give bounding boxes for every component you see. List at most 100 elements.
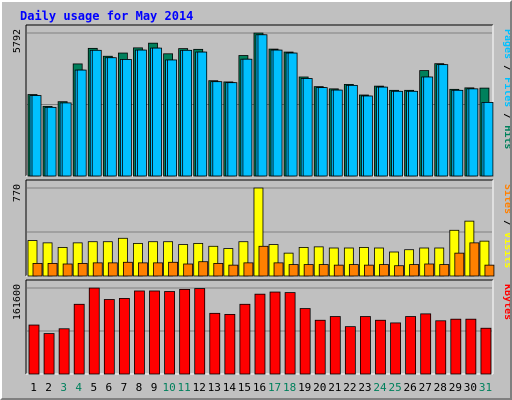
- sites-bar-26: [409, 264, 420, 277]
- kbytes-bar-3: [58, 328, 70, 375]
- day-label-4: 4: [75, 381, 82, 394]
- sites-bar-16: [258, 245, 269, 277]
- day-label-6: 6: [106, 381, 113, 394]
- sites-bar-29: [454, 252, 465, 277]
- sites-bar-25: [394, 265, 404, 277]
- pages-bar-5: [91, 49, 102, 177]
- day-label-28: 28: [434, 381, 447, 394]
- sites-bar-24: [379, 264, 389, 277]
- pages-bar-20: [317, 87, 328, 177]
- kbytes-bar-7: [118, 298, 130, 375]
- day-label-23: 23: [358, 381, 371, 394]
- visits-bar-19: [298, 247, 309, 277]
- sites-bar-28: [439, 264, 450, 277]
- visits-bar-13: [208, 245, 219, 277]
- pages-bar-25: [393, 90, 403, 177]
- visits-bar-5: [87, 241, 98, 277]
- visits-bar-23: [359, 247, 369, 277]
- kbytes-bar-12: [194, 288, 206, 375]
- chart-title: Daily usage for May 2014: [20, 9, 194, 23]
- day-label-13: 13: [208, 381, 221, 394]
- kbytes-bar-13: [209, 312, 221, 375]
- sites-bar-5: [92, 262, 103, 277]
- day-label-7: 7: [121, 381, 128, 394]
- visits-bar-2: [42, 242, 53, 277]
- visitors-ymax-label: 770: [12, 184, 23, 202]
- visits-bar-9: [148, 241, 158, 277]
- kbytes-bar-20: [314, 319, 326, 375]
- day-label-20: 20: [313, 381, 326, 394]
- pages-bar-8: [137, 49, 147, 177]
- day-label-5: 5: [90, 381, 97, 394]
- day-label-18: 18: [283, 381, 296, 394]
- day-label-16: 16: [253, 381, 266, 394]
- kbytes-bar-25: [390, 322, 401, 375]
- pages-bar-18: [287, 52, 298, 177]
- pages-bar-15: [242, 58, 253, 177]
- sites-bar-30: [469, 242, 480, 277]
- visits-bar-14: [223, 248, 234, 277]
- kbytes-bar-31: [480, 327, 492, 375]
- sites-bar-19: [303, 264, 314, 277]
- visits-bar-6: [102, 241, 113, 277]
- visits-bar-22: [343, 247, 354, 277]
- kbytes-bar-17: [269, 291, 281, 375]
- pages-bar-7: [121, 59, 132, 177]
- day-label-22: 22: [343, 381, 356, 394]
- visits-bar-12: [193, 243, 204, 277]
- visits-bar-21: [328, 247, 339, 277]
- visits-bar-1: [27, 240, 38, 277]
- pages-bar-29: [453, 89, 464, 177]
- pages-bar-22: [347, 84, 358, 177]
- kbytes-bar-30: [465, 318, 477, 375]
- pages-bar-14: [227, 82, 238, 177]
- day-label-12: 12: [193, 381, 206, 394]
- pages-bar-9: [152, 47, 162, 177]
- day-label-9: 9: [151, 381, 158, 394]
- pages-bar-11: [182, 49, 193, 177]
- visits-bar-8: [133, 243, 143, 277]
- sites-bar-11: [183, 263, 194, 277]
- sites-bar-31: [484, 264, 495, 277]
- visits-bar-25: [389, 251, 399, 277]
- day-label-26: 26: [404, 381, 417, 394]
- visits-bar-24: [374, 247, 384, 277]
- sites-bar-17: [273, 262, 284, 277]
- kbytes-bar-11: [179, 288, 191, 375]
- kbytes-bar-14: [224, 313, 236, 375]
- sites-bar-27: [424, 263, 435, 277]
- day-label-2: 2: [45, 381, 52, 394]
- kbytes-bar-1: [28, 324, 40, 375]
- day-label-8: 8: [136, 381, 143, 394]
- kbytes-bar-29: [450, 318, 462, 375]
- sites-bar-23: [364, 264, 374, 277]
- visitors-legend-part-2: Visits: [502, 232, 510, 268]
- kbytes-ymax-label: 161600: [12, 284, 23, 320]
- day-label-31: 31: [479, 381, 492, 394]
- pages-bar-31: [483, 102, 494, 177]
- kbytes-bar-15: [239, 303, 251, 375]
- sites-bar-6: [107, 262, 118, 277]
- day-label-10: 10: [162, 381, 175, 394]
- visits-bar-27: [419, 247, 430, 277]
- usage-legend-part-0: Pages: [502, 29, 510, 59]
- visits-bar-4: [72, 242, 83, 277]
- pages-bar-3: [61, 102, 72, 177]
- pages-bar-1: [31, 95, 42, 177]
- kbytes-bar-28: [435, 320, 447, 375]
- day-label-25: 25: [388, 381, 401, 394]
- sites-bar-22: [348, 264, 359, 277]
- sites-bar-1: [32, 263, 43, 277]
- pages-bar-10: [167, 59, 177, 177]
- visits-bar-3: [57, 247, 68, 277]
- usage-legend-part-1: /: [502, 59, 510, 77]
- sites-bar-9: [153, 262, 163, 277]
- sites-bar-3: [62, 263, 73, 277]
- sites-bar-20: [318, 264, 329, 277]
- pages-bar-30: [468, 88, 479, 177]
- kbytes-bar-18: [284, 292, 296, 375]
- sites-bar-14: [228, 264, 239, 277]
- day-label-11: 11: [178, 381, 191, 394]
- visits-bar-26: [404, 249, 415, 277]
